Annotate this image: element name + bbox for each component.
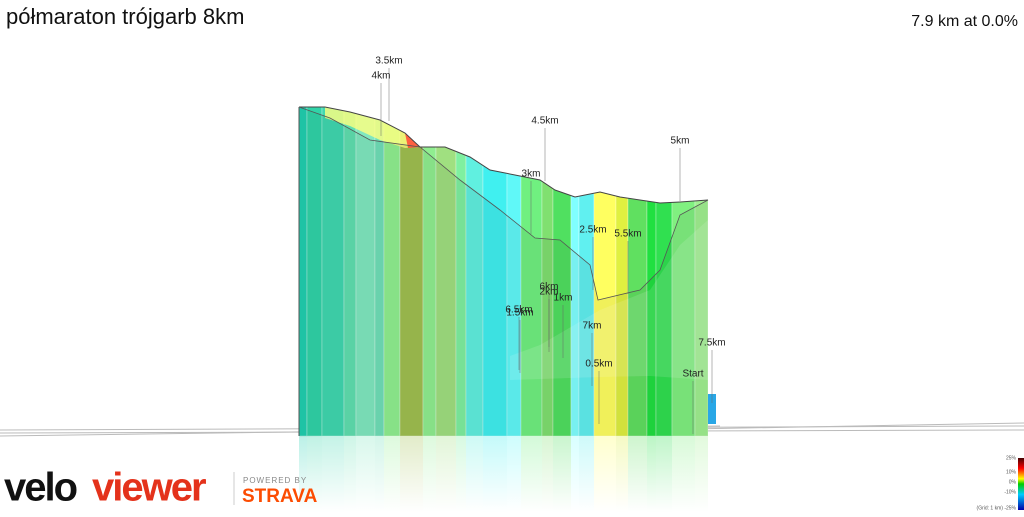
ridge	[299, 106, 709, 204]
marker-label: 2km	[540, 287, 559, 298]
marker-label: 6km	[540, 282, 559, 293]
legend-scale	[1018, 458, 1024, 510]
end-block	[708, 394, 716, 424]
marker-label: 3km	[522, 169, 541, 180]
marker-label: 0.5km	[585, 359, 612, 370]
logo-viewer: viewer	[92, 466, 206, 510]
stat: 7.9 km at 0.0%	[911, 13, 1018, 30]
inner-ridge	[298, 106, 709, 301]
marker-label: 1.5km	[506, 308, 533, 319]
title: półmaraton trójgarb 8km	[6, 4, 244, 29]
legend: 25% 10% 0% -10% (Grid: 1 km) -25%	[977, 455, 1017, 511]
marker-label: 5km	[671, 136, 690, 147]
reflection-fade	[299, 436, 719, 512]
legend-label: 25%	[1006, 455, 1017, 461]
legend-label: 10%	[1006, 469, 1017, 475]
marker-label: 4.5km	[531, 116, 558, 127]
powered-by: POWERED BY	[243, 476, 307, 485]
marker-label: Start	[682, 369, 703, 380]
legend-label: -10%	[1004, 489, 1016, 495]
ridge-top	[325, 107, 420, 148]
back-shade	[299, 107, 708, 436]
logo-velo: velo	[4, 466, 77, 510]
marker-label: 2.5km	[579, 225, 606, 236]
marker-label: 7.5km	[698, 338, 725, 349]
strava: STRAVA	[242, 486, 318, 507]
legend-label: (Grid: 1 km) -25%	[977, 505, 1017, 511]
inner-shade	[510, 220, 708, 380]
marker-label: 3.5km	[375, 56, 402, 67]
marker-label: 1km	[554, 293, 573, 304]
marker-label: 5.5km	[614, 229, 641, 240]
legend-label: 0%	[1009, 479, 1017, 485]
marker-label: 4km	[372, 71, 391, 82]
logo: velo viewer POWERED BY STRAVA	[4, 466, 318, 510]
marker-label: 6.5km	[505, 305, 532, 316]
marker-label: 7km	[583, 321, 602, 332]
